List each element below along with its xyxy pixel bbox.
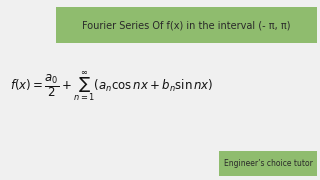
Text: Fourier Series Of f(x) in the interval (- π, π): Fourier Series Of f(x) in the interval (… (82, 20, 291, 30)
Text: $f(x) = \dfrac{a_0}{2} + \sum_{n=1}^{\infty}(a_n \cos nx + b_n \sin nx)$: $f(x) = \dfrac{a_0}{2} + \sum_{n=1}^{\in… (10, 69, 213, 103)
FancyBboxPatch shape (56, 7, 317, 43)
FancyBboxPatch shape (219, 151, 317, 176)
Text: Engineer’s choice tutor: Engineer’s choice tutor (224, 159, 312, 168)
